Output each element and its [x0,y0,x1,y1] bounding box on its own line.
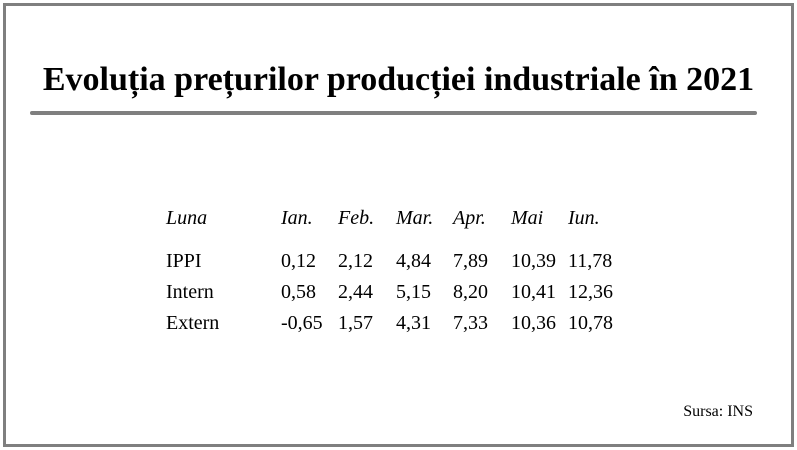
header-month: Ian. [281,206,313,229]
row-label: Intern [166,281,214,303]
table-cell: 7,89 [453,250,488,272]
source-note: Sursa: INS [683,403,753,420]
header-month: Apr. [453,206,486,229]
header-label: Luna [166,206,208,229]
table-cell: 12,36 [568,281,613,303]
table-cell: 10,78 [568,312,613,334]
table-cell: 2,12 [338,250,373,272]
table-cell: 7,33 [453,312,488,334]
price-evolution-table: Luna Ian. Feb. Mar. Apr. Mai Iun. IPPI 0… [166,202,628,339]
table-cell: 4,31 [396,312,431,334]
table-cell: 0,58 [281,281,316,303]
table-spacer-row [166,234,628,246]
title-underline [30,111,757,115]
table-row: Extern -0,65 1,57 4,31 7,33 10,36 10,78 [166,308,628,339]
table-row: Intern 0,58 2,44 5,15 8,20 10,41 12,36 [166,277,628,308]
table-cell: -0,65 [281,312,323,334]
table-header-row: Luna Ian. Feb. Mar. Apr. Mai Iun. [166,202,628,234]
slide-frame: Evoluția prețurilor producției industria… [3,3,794,447]
table-cell: 11,78 [568,250,613,272]
header-month: Feb. [338,206,375,229]
row-label: IPPI [166,250,202,272]
page-title: Evoluția prețurilor producției industria… [42,61,755,98]
header-month: Iun. [568,206,600,229]
row-label: Extern [166,312,220,334]
table-cell: 10,41 [511,281,556,303]
table-cell: 10,36 [511,312,556,334]
table-cell: 2,44 [338,281,373,303]
table-cell: 4,84 [396,250,431,272]
table-cell: 8,20 [453,281,488,303]
table-cell: 0,12 [281,250,316,272]
table-cell: 10,39 [511,250,556,272]
table-cell: 5,15 [396,281,431,303]
header-month: Mai [511,206,544,229]
table-cell: 1,57 [338,312,373,334]
table-row: IPPI 0,12 2,12 4,84 7,89 10,39 11,78 [166,246,628,277]
header-month: Mar. [396,206,434,229]
